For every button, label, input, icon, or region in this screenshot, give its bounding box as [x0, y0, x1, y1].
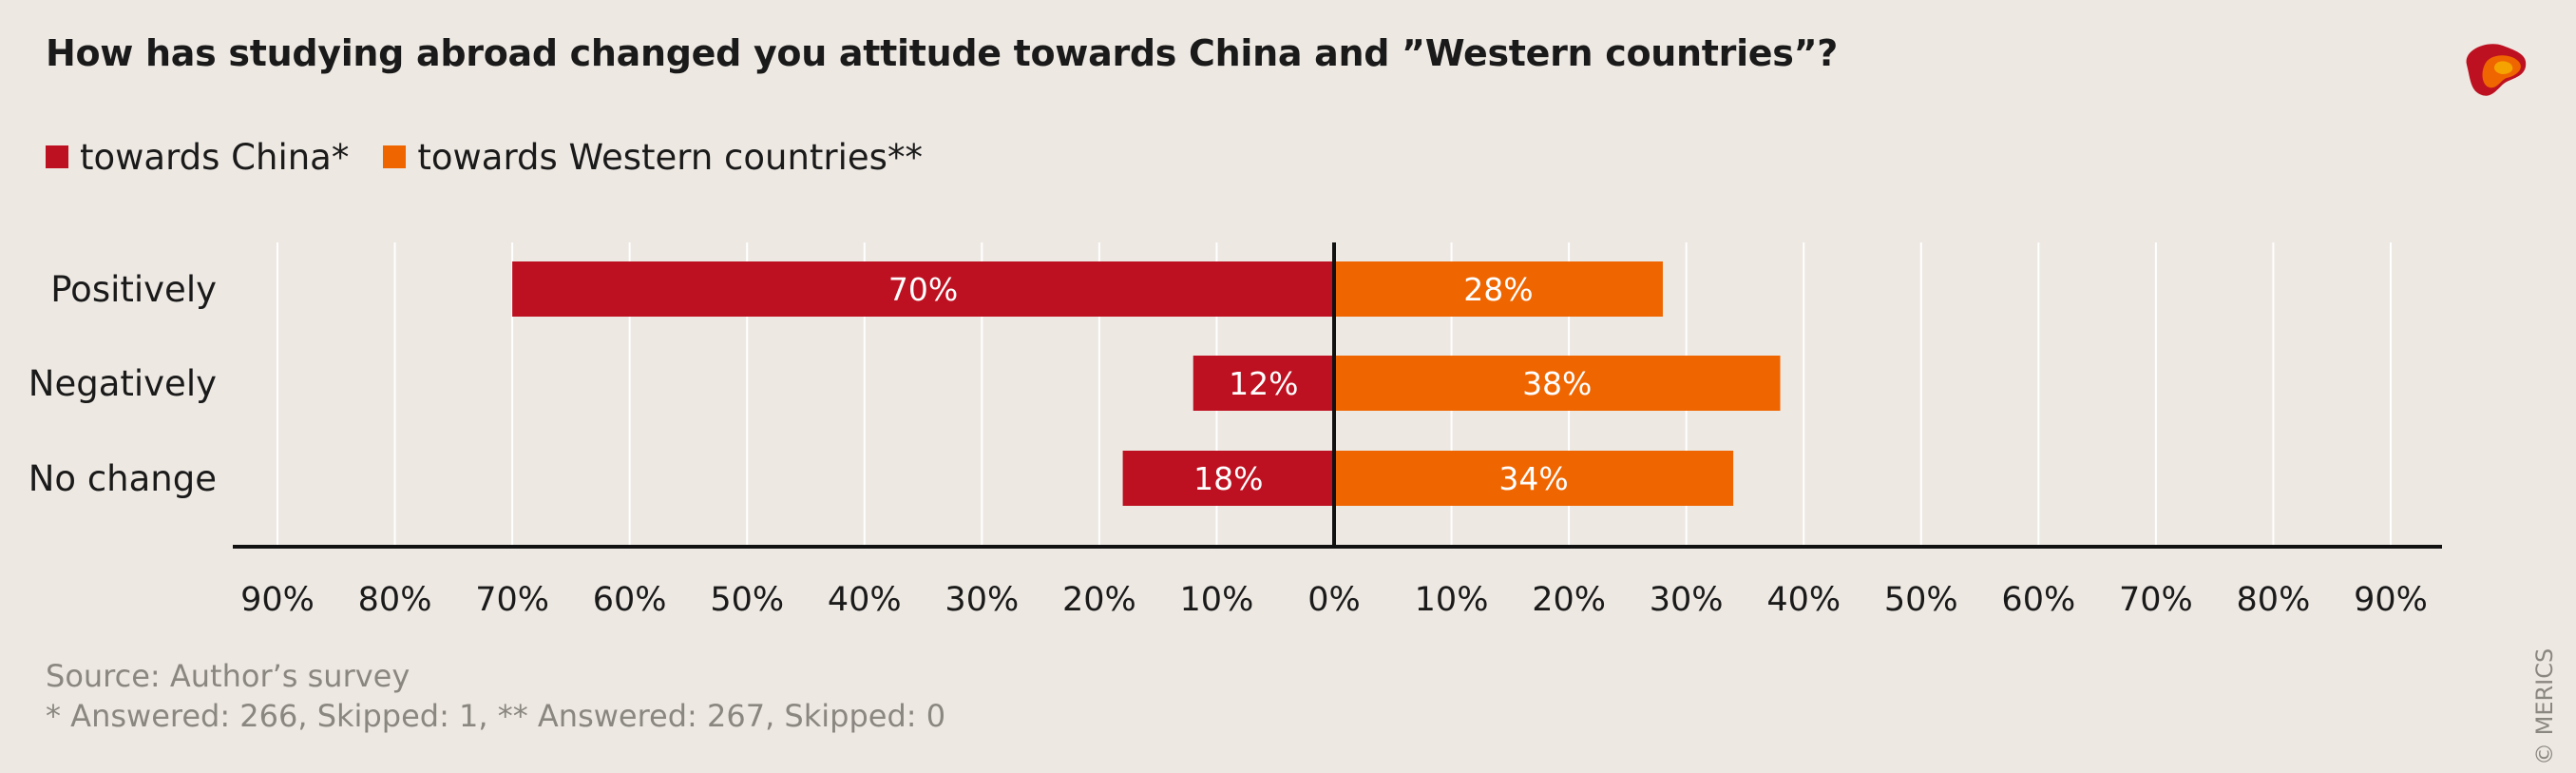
data-label: 34%	[1498, 460, 1568, 497]
x-tick-label: 60%	[593, 581, 667, 619]
data-label: 12%	[1229, 365, 1298, 402]
x-tick-label: 10%	[1415, 581, 1489, 619]
bar-western	[1334, 356, 1781, 411]
x-tick-label: 80%	[2237, 581, 2311, 619]
bars	[512, 261, 1781, 506]
data-label: 70%	[888, 271, 958, 308]
x-tick-label: 30%	[1650, 581, 1724, 619]
x-tick-label: 0%	[1307, 581, 1361, 619]
copyright-note: © MERICS	[2531, 647, 2558, 765]
data-label: 18%	[1193, 460, 1263, 497]
x-tick-label: 40%	[1766, 581, 1841, 619]
legend-label-western: towards Western countries**	[417, 136, 923, 178]
x-tick-label: 90%	[2354, 581, 2428, 619]
bar-china	[1193, 356, 1334, 411]
chart-title: How has studying abroad changed you atti…	[46, 32, 1839, 74]
x-tick-label: 60%	[2001, 581, 2075, 619]
footnote-line: * Answered: 266, Skipped: 1, ** Answered…	[46, 698, 946, 734]
x-tick-label: 70%	[475, 581, 549, 619]
legend-label-china: towards China*	[80, 136, 350, 178]
data-label: 28%	[1463, 271, 1533, 308]
x-tick-label: 50%	[710, 581, 784, 619]
legend-item-china: towards China*	[46, 137, 349, 178]
x-tick-label: 50%	[1884, 581, 1958, 619]
legend-swatch-china	[46, 145, 68, 168]
data-label: 38%	[1522, 365, 1592, 402]
x-tick-label: 40%	[828, 581, 902, 619]
x-tick-label: 80%	[358, 581, 432, 619]
legend-swatch-western	[383, 145, 407, 168]
x-tick-label: 10%	[1180, 581, 1254, 619]
category-label: Negatively	[29, 363, 217, 404]
x-tick-label: 90%	[240, 581, 315, 619]
category-label: No change	[29, 458, 217, 499]
category-label: Positively	[50, 269, 217, 310]
x-tick-label: 20%	[1062, 581, 1136, 619]
x-tick-label: 70%	[2119, 581, 2193, 619]
legend: towards China* towards Western countries…	[46, 133, 923, 181]
bar-western	[1334, 451, 1734, 506]
bar-western	[1334, 261, 1663, 317]
labels: 90% 80% 70% 60% 50% 40% 30% 20% 10% 0% 10% 20% 30% 40…	[29, 269, 2428, 619]
bar-china	[512, 261, 1334, 317]
source-note: Source: Author’s survey * Answered: 266,…	[46, 656, 945, 736]
x-tick-label: 30%	[945, 581, 1019, 619]
source-line: Source: Author’s survey	[46, 658, 410, 694]
legend-item-western: towards Western countries**	[383, 137, 923, 178]
axes	[233, 242, 2442, 549]
x-tick-label: 20%	[1532, 581, 1606, 619]
merics-logo-icon	[2466, 44, 2527, 96]
bar-china	[1122, 451, 1334, 506]
